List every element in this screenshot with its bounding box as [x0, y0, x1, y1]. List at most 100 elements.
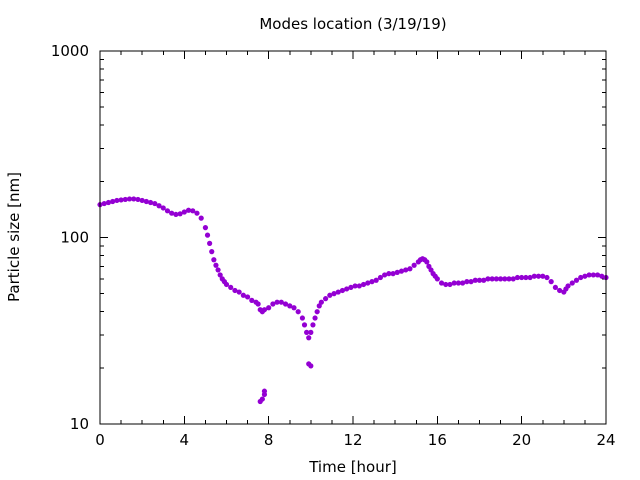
data-point: [327, 292, 333, 298]
x-axis-tick-labels: 0 4 8 12 16 20 24: [95, 431, 615, 449]
data-point: [527, 274, 533, 281]
data-point: [198, 215, 204, 221]
data-point: [497, 276, 504, 282]
data-point: [266, 305, 272, 311]
data-point: [540, 273, 546, 279]
data-point: [177, 211, 183, 217]
data-point: [156, 203, 162, 209]
data-point: [489, 276, 495, 282]
data-point: [181, 209, 187, 215]
data-point: [460, 280, 466, 286]
data-point: [590, 272, 596, 278]
data-point: [502, 276, 508, 282]
data-point: [259, 396, 265, 402]
y-tick-label: 10: [70, 415, 89, 433]
data-point: [377, 274, 384, 281]
y-tick-label: 100: [60, 229, 89, 247]
data-point: [207, 240, 213, 246]
data-point: [398, 268, 405, 274]
data-point: [344, 286, 350, 292]
data-point: [514, 274, 521, 281]
data-point: [135, 196, 141, 203]
data-point: [306, 335, 312, 341]
data-point: [481, 277, 487, 283]
data-point: [339, 287, 346, 294]
data-point: [455, 280, 462, 286]
data-point: [291, 305, 297, 311]
data-point: [390, 271, 396, 277]
data-point: [249, 297, 255, 303]
data-point: [261, 307, 268, 313]
data-point: [110, 198, 116, 205]
y-tick-label: 1000: [51, 42, 89, 60]
data-point: [308, 363, 314, 369]
data-point: [143, 198, 149, 205]
data-point: [348, 284, 354, 291]
data-point: [173, 211, 179, 218]
data-point: [105, 199, 112, 206]
data-point: [164, 208, 171, 214]
data-point: [228, 284, 234, 291]
data-point: [403, 267, 409, 273]
data-point: [148, 199, 154, 206]
data-point: [169, 210, 175, 216]
data-point: [314, 309, 320, 315]
data-point: [407, 266, 413, 272]
data-point: [278, 299, 284, 305]
x-tick-label: 12: [343, 431, 362, 449]
data-point: [114, 197, 120, 204]
data-point: [535, 273, 542, 279]
data-point: [451, 280, 457, 286]
data-point: [365, 280, 371, 286]
data-point: [476, 277, 483, 283]
data-point: [552, 284, 559, 291]
data-point: [548, 279, 554, 285]
data-point: [331, 291, 337, 297]
data-point: [160, 205, 166, 211]
data-point: [411, 262, 417, 268]
data-point: [394, 269, 400, 275]
data-point: [232, 287, 238, 294]
data-point: [318, 299, 324, 305]
data-point: [213, 262, 219, 268]
data-point: [255, 301, 261, 307]
data-point: [282, 301, 289, 307]
data-point: [202, 225, 209, 231]
x-tick-label: 0: [95, 431, 105, 449]
data-point: [506, 276, 512, 282]
data-point: [236, 289, 242, 295]
data-point: [438, 280, 445, 286]
data-point: [270, 301, 276, 307]
data-point: [194, 210, 200, 216]
data-point: [274, 299, 280, 305]
y-axis-label: Particle size [nm]: [5, 172, 23, 302]
data-point: [586, 272, 592, 278]
data-point: [322, 296, 329, 302]
data-point: [468, 279, 474, 285]
data-point: [295, 309, 301, 315]
data-series-points: [97, 196, 609, 405]
data-point: [464, 279, 470, 285]
data-point: [573, 277, 580, 283]
data-point: [582, 273, 588, 279]
data-point: [599, 273, 605, 279]
data-point: [310, 322, 316, 328]
x-tick-label: 20: [512, 431, 531, 449]
x-axis-label: Time [hour]: [308, 458, 397, 476]
chart-title: Modes location (3/19/19): [259, 15, 446, 33]
data-point: [544, 274, 550, 281]
data-point: [261, 388, 268, 394]
data-point: [215, 267, 221, 273]
data-point: [356, 283, 362, 289]
data-point: [312, 315, 318, 321]
data-point: [240, 292, 246, 298]
data-point: [209, 249, 215, 255]
data-point: [578, 274, 584, 281]
data-point: [424, 259, 430, 265]
data-point: [447, 281, 453, 288]
data-point: [122, 196, 128, 203]
data-point: [335, 289, 341, 295]
data-point: [557, 287, 563, 294]
data-point: [217, 272, 223, 278]
